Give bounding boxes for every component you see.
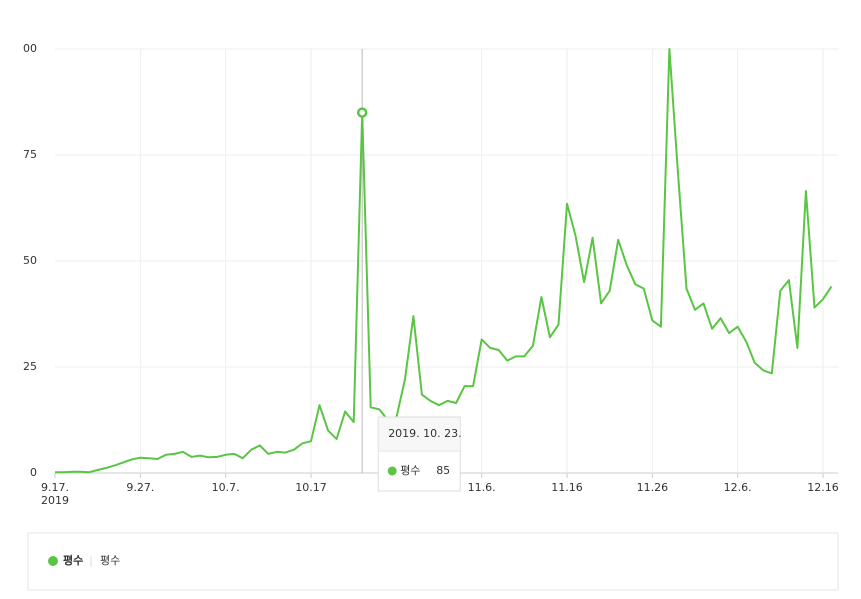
x-tick-label: 9.17. (41, 481, 69, 494)
legend-sublabel: 평수 (100, 554, 120, 567)
legend-label: 평수 (63, 553, 83, 567)
x-tick-label: 9.27. (126, 481, 154, 494)
legend-dot (48, 556, 58, 566)
tooltip-name: 평수 (400, 464, 420, 477)
tooltip-value: 85 (436, 464, 450, 477)
tooltip-dot (387, 466, 397, 476)
x-year-label: 2019 (41, 494, 69, 507)
x-tick-label: 12.16 (807, 481, 839, 494)
legend-box (27, 532, 839, 591)
x-tick-label: 10.7. (212, 481, 240, 494)
x-tick-label: 11.16 (551, 481, 583, 494)
y-tick-label: 0 (30, 466, 37, 479)
x-tick-label: 10.17 (295, 481, 327, 494)
y-tick-label: 75 (23, 148, 37, 161)
line-series (55, 48, 833, 474)
tooltip-date: 2019. 10. 23. (388, 427, 461, 440)
y-tick-label: 50 (23, 254, 37, 267)
x-tick-label: 11.26 (637, 481, 669, 494)
y-tick-label: 25 (23, 360, 37, 373)
tooltip-header (378, 417, 460, 451)
y-tick-label: 00 (23, 42, 37, 55)
x-tick-label: 12.6. (724, 481, 752, 494)
hover-point (356, 107, 368, 118)
x-tick-label: 11.6. (468, 481, 496, 494)
